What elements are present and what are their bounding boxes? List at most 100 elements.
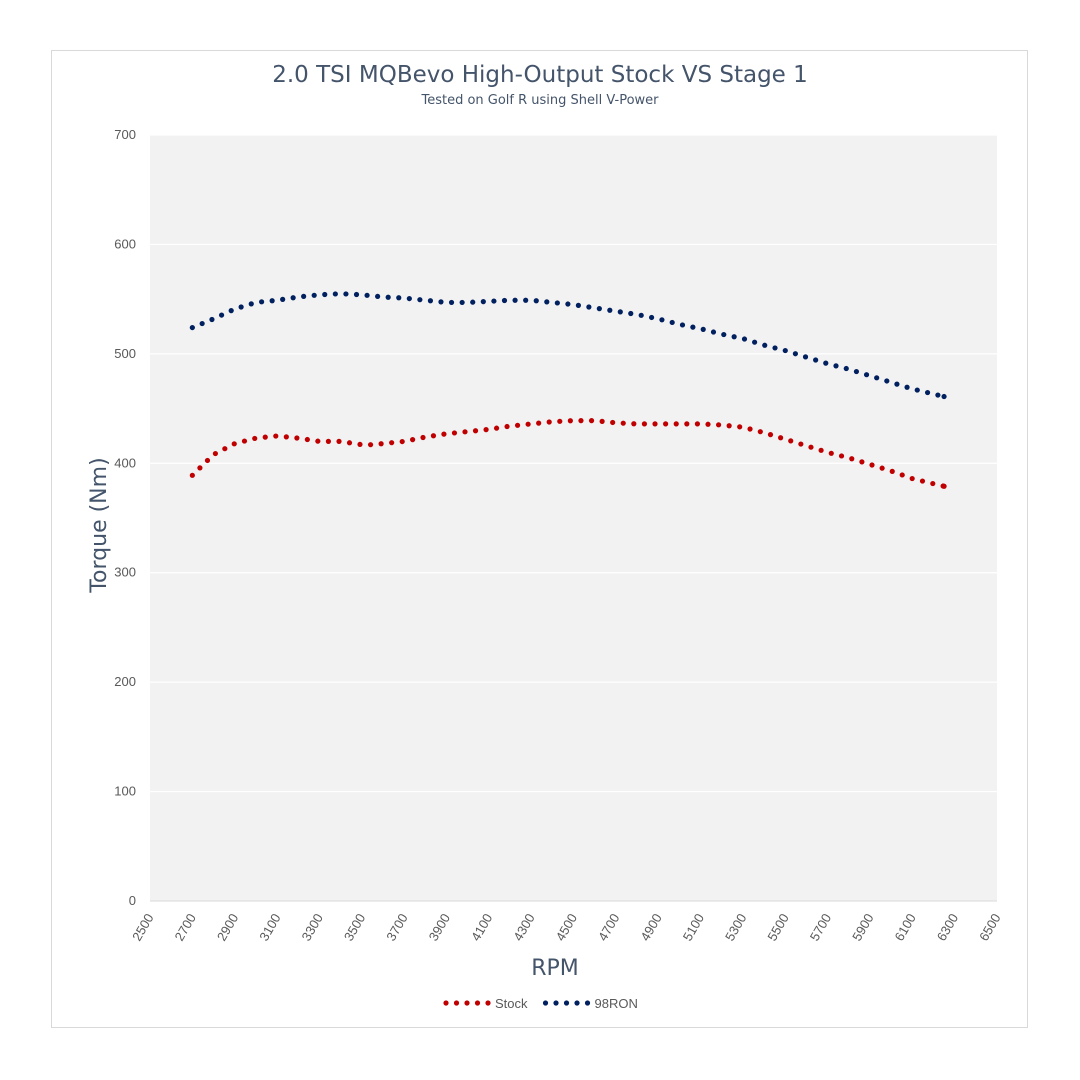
data-point xyxy=(438,299,444,305)
x-tick-label: 3300 xyxy=(299,911,326,944)
legend-marker xyxy=(474,1000,481,1006)
data-point xyxy=(533,298,539,304)
data-point xyxy=(792,351,798,357)
x-tick-label: 4300 xyxy=(510,911,537,944)
data-point xyxy=(269,298,275,304)
data-point xyxy=(767,432,774,438)
data-point xyxy=(241,438,248,444)
data-point xyxy=(209,316,215,323)
y-tick-label: 600 xyxy=(114,236,136,251)
data-point xyxy=(721,331,727,338)
data-point xyxy=(798,441,804,447)
data-point xyxy=(684,421,690,427)
data-point xyxy=(420,434,426,441)
data-point xyxy=(823,360,829,366)
data-point xyxy=(578,418,584,424)
data-point xyxy=(919,478,926,484)
legend-marker xyxy=(464,1000,470,1006)
data-point xyxy=(493,425,500,431)
data-point xyxy=(596,306,602,312)
data-point xyxy=(491,298,497,304)
legend-marker xyxy=(584,1000,591,1006)
legend-marker xyxy=(553,1000,559,1006)
x-tick-label: 5700 xyxy=(807,911,834,944)
data-point xyxy=(762,342,768,348)
data-point xyxy=(788,438,794,444)
data-point xyxy=(924,389,931,396)
data-point xyxy=(385,294,391,300)
data-point xyxy=(641,421,648,427)
data-point xyxy=(480,299,486,305)
data-point xyxy=(802,354,809,360)
data-point xyxy=(737,424,743,430)
legend-marker xyxy=(485,1000,491,1006)
data-point xyxy=(710,329,717,335)
data-point xyxy=(843,365,849,372)
data-point xyxy=(353,291,360,298)
data-point xyxy=(554,300,560,306)
data-point xyxy=(346,440,353,446)
data-point xyxy=(941,393,947,400)
legend-marker xyxy=(542,1000,549,1006)
data-point xyxy=(389,440,395,446)
data-point xyxy=(315,438,321,444)
legend-marker xyxy=(563,1000,570,1006)
data-point xyxy=(599,418,605,424)
x-tick-label: 3100 xyxy=(256,911,283,944)
data-point xyxy=(874,375,880,381)
data-point xyxy=(747,426,753,432)
y-tick-label: 100 xyxy=(114,784,136,799)
data-point xyxy=(283,434,289,440)
data-point xyxy=(512,297,518,303)
data-point xyxy=(410,437,416,443)
data-point xyxy=(914,387,920,393)
data-point xyxy=(669,319,675,326)
plot-area xyxy=(150,135,997,901)
data-point xyxy=(280,296,286,302)
legend-item-stock: Stock xyxy=(443,996,528,1011)
data-point xyxy=(427,298,434,304)
data-point xyxy=(715,422,722,428)
data-point xyxy=(396,295,402,301)
data-point xyxy=(301,293,307,299)
data-point xyxy=(567,418,573,424)
data-point xyxy=(859,459,865,465)
data-point xyxy=(304,436,310,443)
x-tick-label: 6500 xyxy=(976,911,1003,944)
data-point xyxy=(617,309,623,315)
data-point xyxy=(638,312,644,318)
data-point xyxy=(620,420,626,426)
data-point xyxy=(557,418,563,424)
data-point xyxy=(523,297,529,303)
x-tick-label: 4100 xyxy=(468,911,495,944)
data-point xyxy=(501,297,508,304)
data-point xyxy=(904,384,910,390)
data-point xyxy=(700,326,706,332)
x-tick-label: 4700 xyxy=(595,911,622,944)
x-tick-label: 6300 xyxy=(934,911,961,944)
data-point xyxy=(375,293,381,300)
data-point xyxy=(325,438,332,444)
x-axis-ticks: 2500 2700 2900 3100 3300 3500 3700 3900 4100 4300… xyxy=(129,911,1003,944)
legend-label: Stock xyxy=(495,996,528,1011)
gridlines xyxy=(150,134,997,902)
data-point xyxy=(889,468,895,474)
data-point xyxy=(441,431,447,437)
data-point xyxy=(586,304,592,310)
data-point xyxy=(659,317,665,323)
series-stock xyxy=(189,418,947,489)
data-point xyxy=(343,291,349,297)
legend-item-98ron: 98RON xyxy=(542,996,638,1011)
data-point xyxy=(631,421,637,427)
data-point xyxy=(879,465,885,471)
data-point xyxy=(504,423,510,430)
data-point xyxy=(238,304,244,310)
legend: Stock 98RON xyxy=(443,996,638,1011)
x-tick-label: 6100 xyxy=(891,911,918,944)
data-point xyxy=(322,291,328,298)
data-point xyxy=(894,381,900,387)
data-point xyxy=(833,363,839,369)
y-axis-ticks: 0 100 200 300 400 500 600 700 xyxy=(114,127,136,908)
data-point xyxy=(204,457,211,464)
data-point xyxy=(228,308,234,314)
